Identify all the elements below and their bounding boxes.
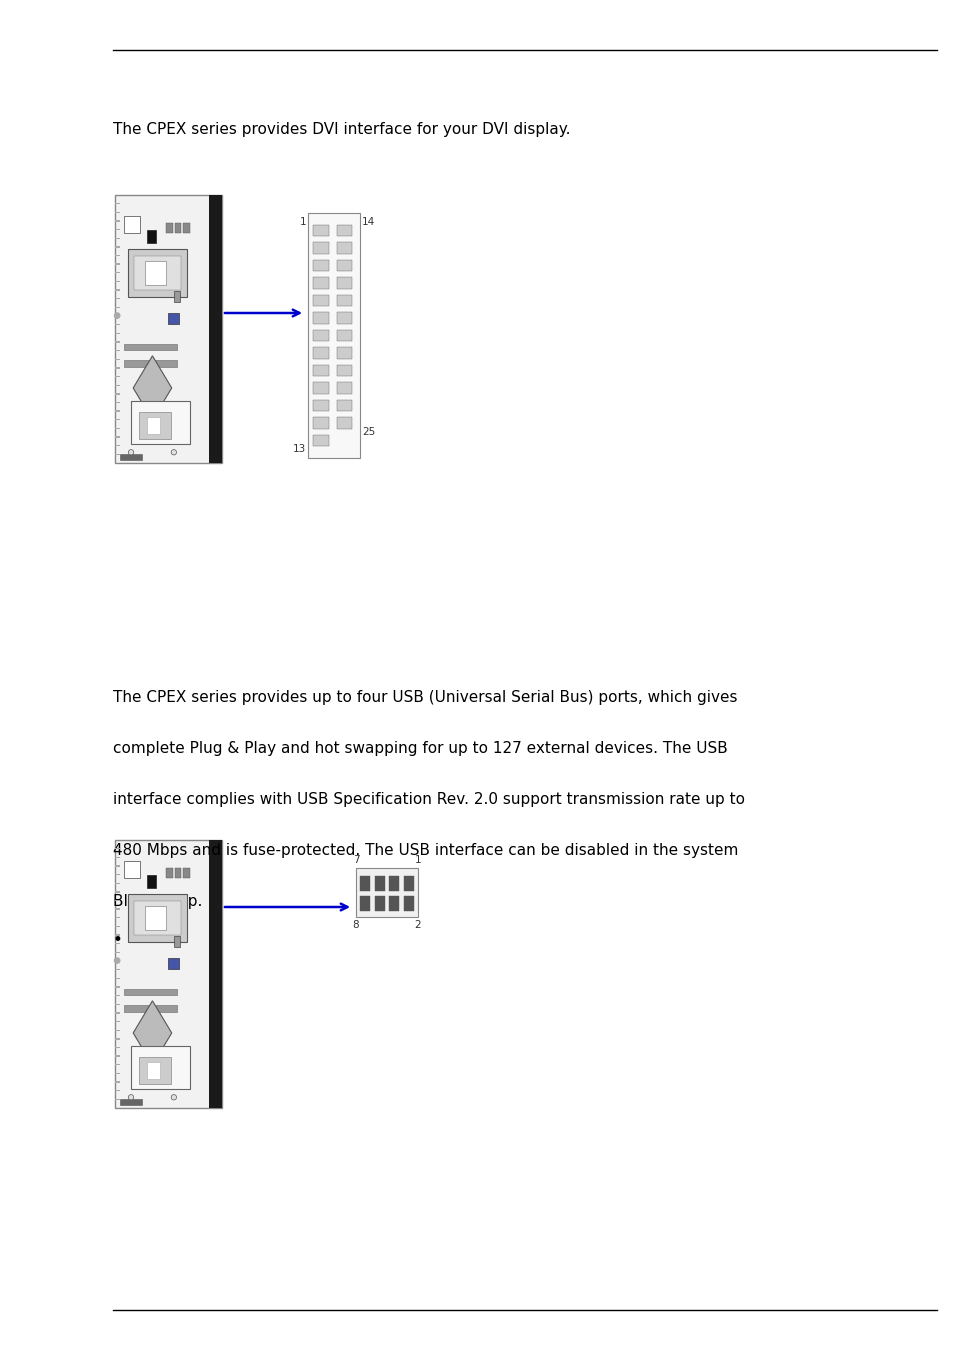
Circle shape [129,450,133,455]
Bar [313,417,329,429]
Bar [360,896,370,911]
Bar [389,896,399,911]
Bar [147,417,160,433]
Bar [375,876,384,891]
Circle shape [129,1095,133,1100]
Text: 25: 25 [361,427,375,437]
Bar [313,242,329,254]
Text: The CPEX series provides up to four USB (Universal Serial Bus) ports, which give: The CPEX series provides up to four USB … [112,690,737,705]
Bar [336,417,352,429]
Polygon shape [133,1000,172,1065]
Bar [313,400,329,412]
Bar [133,900,181,934]
Text: 1: 1 [299,217,306,227]
Bar [133,256,181,290]
Text: The CPEX series provides DVI interface for your DVI display.: The CPEX series provides DVI interface f… [112,122,570,136]
Bar [336,312,352,324]
Text: interface complies with USB Specification Rev. 2.0 support transmission rate up : interface complies with USB Specificatio… [112,792,743,807]
Bar [336,242,352,254]
Bar [336,364,352,377]
Bar [120,454,142,460]
Bar [147,230,155,243]
Circle shape [171,450,176,455]
Bar [169,313,179,324]
Circle shape [114,313,120,319]
Text: •: • [112,931,122,949]
Bar [313,347,329,359]
Bar [336,277,352,289]
Bar [166,223,172,232]
Bar [375,896,384,911]
Bar [147,1062,160,1079]
Text: 480 Mbps and is fuse-protected. The USB interface can be disabled in the system: 480 Mbps and is fuse-protected. The USB … [112,842,738,859]
Text: complete Plug & Play and hot swapping for up to 127 external devices. The USB: complete Plug & Play and hot swapping fo… [112,741,726,756]
Bar [124,861,139,878]
Bar [138,412,171,439]
Bar [128,248,187,297]
Text: 14: 14 [361,217,375,227]
Bar [174,868,181,878]
Bar [166,868,172,878]
Bar [147,875,155,888]
Bar [124,216,139,232]
Bar [183,223,190,232]
Bar [336,329,352,342]
Bar [355,868,417,917]
Bar [174,223,181,232]
Bar [336,259,352,271]
Bar [313,312,329,324]
Bar [308,213,359,458]
Bar [128,894,187,942]
Bar [403,896,414,911]
Bar [336,294,352,306]
Bar [336,382,352,394]
Bar [173,267,180,284]
Text: 2: 2 [415,919,421,930]
Bar [313,294,329,306]
Text: 13: 13 [293,444,306,454]
Bar [120,1099,142,1106]
Text: 8: 8 [353,919,359,930]
Bar [313,435,329,447]
Bar [124,360,177,366]
Bar [131,401,190,444]
Bar [138,1057,171,1084]
Bar [146,261,166,285]
Bar [313,277,329,289]
Bar [313,259,329,271]
Bar [173,937,180,948]
Bar [336,225,352,236]
Circle shape [114,958,120,964]
Bar [115,840,222,1108]
Bar [336,347,352,359]
Bar [360,876,370,891]
Bar [336,400,352,412]
Bar [173,913,180,929]
Circle shape [171,1095,176,1100]
Bar [313,329,329,342]
Text: 1: 1 [415,855,421,865]
Bar [403,876,414,891]
Bar [389,876,399,891]
Bar [146,906,166,930]
Bar [313,382,329,394]
Bar [115,194,222,463]
Bar [183,868,190,878]
Text: BIOS setup.: BIOS setup. [112,894,202,909]
Bar [169,958,179,969]
Bar [131,1046,190,1089]
Bar [209,194,222,463]
Bar [124,344,177,351]
Bar [313,225,329,236]
Bar [173,292,180,302]
Polygon shape [133,356,172,420]
Bar [124,988,177,995]
Bar [313,364,329,377]
Bar [124,1004,177,1011]
Bar [209,840,222,1108]
Text: 7: 7 [353,855,359,865]
